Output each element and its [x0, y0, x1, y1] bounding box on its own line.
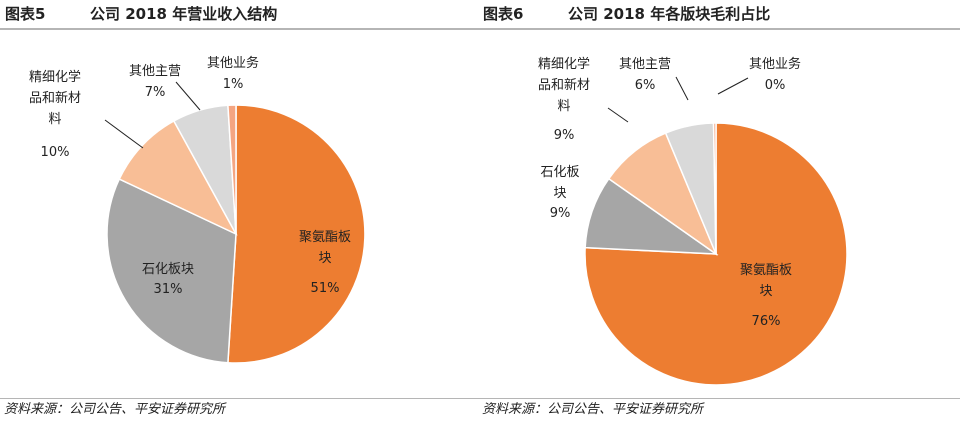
- figure-panel-right: 图表6 公司 2018 年各版块毛利占比 聚氨酯板块 76% 石化板块 9% 精细化学品和…: [478, 0, 960, 422]
- figure-number: 图表5: [5, 5, 46, 23]
- slice-label: 精细化学品和新材料: [29, 69, 81, 127]
- leader-line: [675, 76, 689, 101]
- slice-label: 其他主营: [619, 57, 671, 72]
- slice-label: 精细化学品和新材料: [538, 56, 590, 114]
- slice-label: 聚氨酯板块: [299, 230, 351, 266]
- leader-line: [717, 77, 749, 95]
- pie-slice: [712, 122, 717, 255]
- slice-label: 聚氨酯板块: [740, 263, 792, 299]
- revenue-structure-pie-chart: 聚氨酯板块 51% 石化板块 31% 精细化学品和新材料 10% 其他主营 7% 其他业务 1%: [29, 55, 366, 364]
- slice-percent-label: 9%: [554, 128, 575, 143]
- pie-slice: [106, 178, 237, 364]
- source-note: 资料来源：公司公告、平安证券研究所: [478, 398, 960, 422]
- slice-label: 其他业务: [749, 56, 801, 72]
- slice-percent-label: 6%: [635, 78, 656, 93]
- slice-label: 石化板块: [540, 165, 579, 201]
- slice-percent-label: 7%: [145, 85, 166, 100]
- source-note: 资料来源：公司公告、平安证券研究所: [0, 398, 482, 422]
- pie-slice: [118, 119, 238, 236]
- figure-title: 公司 2018 年营业收入结构: [90, 5, 278, 23]
- slice-percent-label: 10%: [41, 145, 70, 160]
- gross-profit-share-pie-chart: 聚氨酯板块 76% 石化板块 9% 精细化学品和新材料 9% 其他主营 6% 其他业务 0%: [538, 56, 848, 386]
- slice-label: 石化板块: [142, 262, 194, 277]
- figure-title: 公司 2018 年各版块毛利占比: [568, 5, 771, 23]
- slice-percent-label: 51%: [311, 281, 340, 296]
- figure-number: 图表6: [483, 5, 524, 23]
- slice-percent-label: 9%: [550, 206, 571, 221]
- slice-percent-label: 76%: [752, 314, 781, 329]
- leader-line: [104, 119, 144, 149]
- slice-label: 其他业务: [207, 55, 259, 71]
- figure-header: 图表6 公司 2018 年各版块毛利占比: [478, 0, 960, 30]
- figure-header: 图表5 公司 2018 年营业收入结构: [0, 0, 482, 30]
- pie-slice: [227, 104, 237, 235]
- slice-label: 其他主营: [129, 64, 181, 79]
- slice-percent-label: 1%: [223, 77, 244, 92]
- leader-line: [607, 107, 629, 123]
- slice-percent-label: 31%: [154, 282, 183, 297]
- slice-percent-label: 0%: [765, 78, 786, 93]
- leader-line: [175, 81, 201, 111]
- pie-slice: [227, 104, 366, 364]
- figure-panel-left: 图表5 公司 2018 年营业收入结构 聚氨酯板块 51% 石化板块 31% 精细化学品和…: [0, 0, 482, 422]
